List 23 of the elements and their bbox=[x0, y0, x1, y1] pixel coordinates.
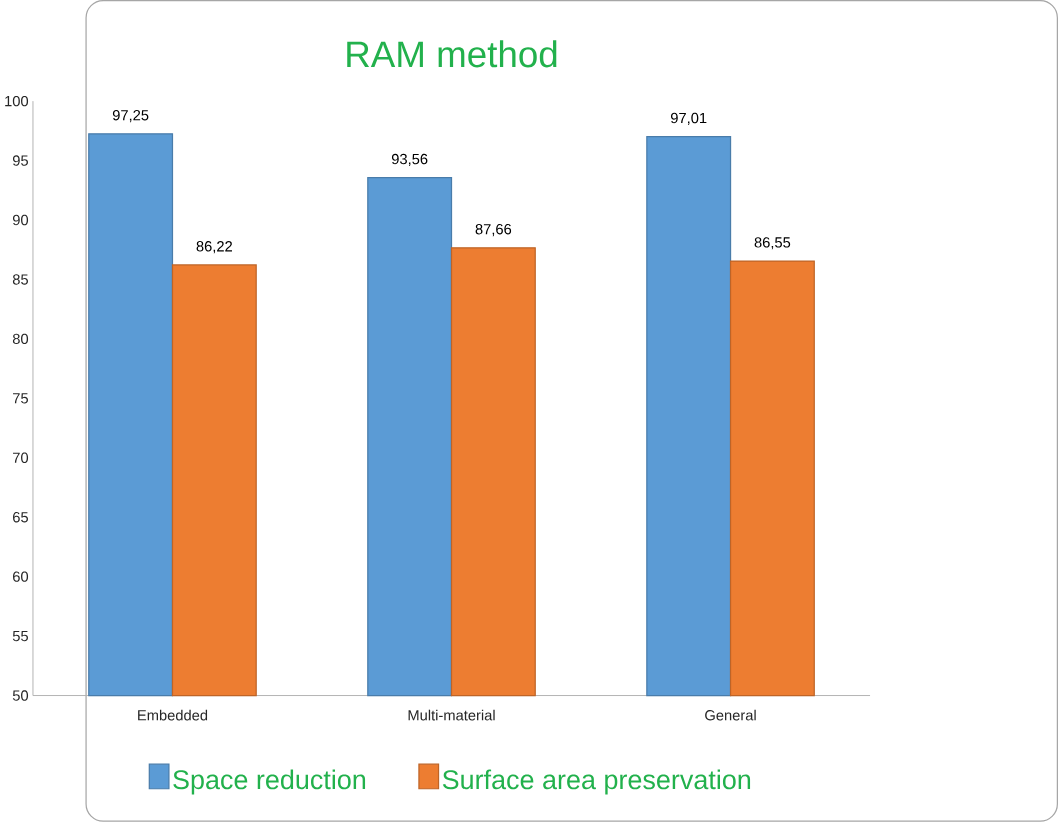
y-tick-label: 95 bbox=[12, 155, 28, 166]
data-label: 86,55 bbox=[754, 237, 791, 250]
y-tick-label: 60 bbox=[13, 571, 29, 582]
y-tick-label: 90 bbox=[12, 214, 29, 226]
data-label: 87,66 bbox=[475, 224, 512, 237]
x-tick-label: Multi-material bbox=[408, 709, 495, 721]
y-tick-label: 55 bbox=[12, 631, 28, 642]
y-tick-label: 100 bbox=[5, 96, 29, 107]
legend-label: Space reduction bbox=[173, 769, 366, 795]
legend-label: Surface area preservation bbox=[442, 769, 751, 795]
y-tick-label: 85 bbox=[12, 274, 28, 285]
y-tick-label: 70 bbox=[13, 452, 29, 464]
y-tick-label: 65 bbox=[13, 512, 28, 523]
x-tick-label: General bbox=[705, 709, 756, 721]
chart-title: RAM method bbox=[347, 40, 557, 68]
data-label: 93,56 bbox=[391, 153, 428, 167]
y-tick-label: 75 bbox=[13, 393, 28, 404]
y-tick-label: 80 bbox=[12, 333, 29, 345]
y-tick-label: 50 bbox=[12, 690, 29, 701]
data-label: 97,25 bbox=[112, 110, 149, 123]
x-tick-label: Embedded bbox=[138, 709, 208, 721]
data-label: 97,01 bbox=[670, 112, 707, 126]
data-label: 86,22 bbox=[196, 241, 232, 254]
